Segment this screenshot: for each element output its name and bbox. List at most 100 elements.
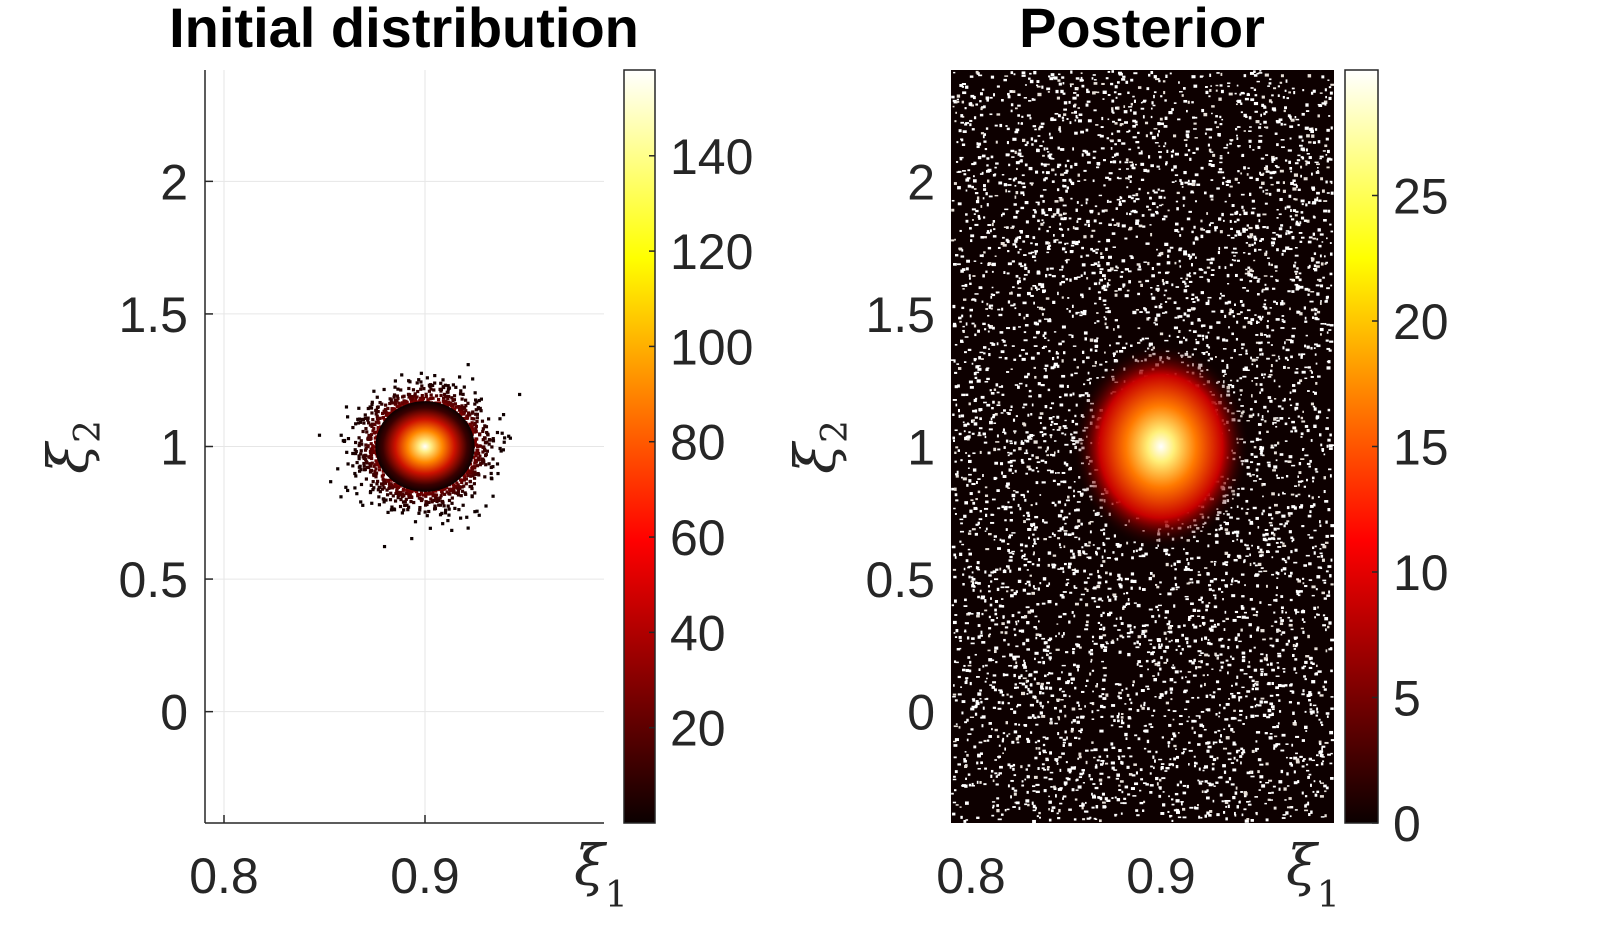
scatter-point xyxy=(1048,273,1052,276)
scatter-point xyxy=(383,408,387,412)
scatter-point xyxy=(386,414,390,418)
scatter-point xyxy=(464,477,468,481)
scatter-point xyxy=(1017,579,1022,584)
scatter-point xyxy=(1008,664,1013,667)
scatter-point xyxy=(343,438,347,443)
scatter-point xyxy=(1293,561,1298,564)
scatter-point xyxy=(1035,456,1039,460)
scatter-point xyxy=(1007,643,1010,646)
scatter-point xyxy=(994,412,998,416)
scatter-point xyxy=(1041,208,1045,212)
scatter-point xyxy=(476,471,480,476)
scatter-point xyxy=(1246,466,1250,469)
scatter-point xyxy=(1207,296,1212,299)
scatter-point xyxy=(420,384,424,388)
scatter-point xyxy=(450,396,454,400)
scatter-point xyxy=(468,470,472,474)
scatter-point xyxy=(329,480,333,484)
scatter-point xyxy=(1208,163,1212,166)
scatter-point xyxy=(364,477,368,481)
scatter-point xyxy=(477,457,481,462)
scatter-point xyxy=(1209,694,1212,696)
scatter-point xyxy=(374,420,378,424)
scatter-point xyxy=(1021,71,1026,75)
scatter-point xyxy=(443,383,447,387)
scatter-point xyxy=(423,510,427,514)
scatter-point xyxy=(1283,109,1286,113)
scatter-point xyxy=(1034,286,1038,290)
scatter-point xyxy=(423,490,428,495)
scatter-point xyxy=(381,415,386,420)
scatter-point xyxy=(1113,624,1117,627)
scatter-point xyxy=(1038,319,1042,323)
scatter-point xyxy=(1188,581,1192,584)
scatter-point xyxy=(399,388,403,392)
scatter-point xyxy=(353,451,358,456)
scatter-point xyxy=(1245,695,1248,698)
scatter-point xyxy=(354,440,358,445)
scatter-point xyxy=(498,446,502,451)
scatter-point xyxy=(369,442,373,446)
scatter-point xyxy=(1056,188,1060,192)
scatter-point xyxy=(1278,699,1281,702)
scatter-point xyxy=(446,518,450,523)
scatter-point xyxy=(451,399,455,403)
scatter-point xyxy=(491,494,495,498)
scatter-point xyxy=(485,449,489,453)
scatter-point xyxy=(998,181,1003,185)
scatter-point xyxy=(405,503,409,507)
scatter-point xyxy=(427,500,431,505)
scatter-point xyxy=(447,386,452,390)
scatter-point xyxy=(490,445,494,449)
scatter-point xyxy=(1152,709,1156,712)
scatter-point xyxy=(988,590,991,593)
scatter-point xyxy=(451,403,455,407)
scatter-point xyxy=(439,389,443,393)
scatter-point xyxy=(1276,628,1280,632)
scatter-point xyxy=(456,488,461,492)
scatter-point xyxy=(378,485,382,490)
scatter-point xyxy=(460,404,464,408)
scatter-point xyxy=(500,431,504,435)
scatter-point xyxy=(441,385,445,389)
scatter-point xyxy=(444,508,448,512)
scatter-point xyxy=(374,459,378,463)
scatter-point xyxy=(1118,726,1123,728)
scatter-point xyxy=(384,498,388,502)
scatter-point xyxy=(393,385,397,389)
scatter-point xyxy=(429,492,433,496)
scatter-point xyxy=(474,453,478,457)
scatter-point xyxy=(1245,715,1248,720)
scatter-point xyxy=(1006,327,1011,330)
scatter-point xyxy=(1205,128,1210,131)
scatter-point xyxy=(1222,620,1226,623)
scatter-point xyxy=(375,482,379,486)
scatter-point xyxy=(993,422,997,424)
scatter-point xyxy=(1282,181,1285,185)
scatter-point xyxy=(1100,613,1103,618)
scatter-point xyxy=(446,397,450,401)
scatter-point xyxy=(1155,750,1158,754)
scatter-point xyxy=(1085,624,1089,627)
scatter-point xyxy=(462,478,467,482)
scatter-point xyxy=(464,482,468,486)
scatter-point xyxy=(1253,88,1257,91)
scatter-point xyxy=(366,406,370,411)
scatter-point xyxy=(474,472,478,476)
scatter-point xyxy=(1013,592,1017,596)
scatter-point xyxy=(359,500,363,504)
scatter-point xyxy=(1248,519,1251,522)
scatter-point xyxy=(361,417,366,422)
scatter-point xyxy=(362,421,366,425)
scatter-point xyxy=(440,499,445,504)
scatter-point xyxy=(1255,359,1258,361)
scatter-point xyxy=(1102,159,1106,162)
scatter-point xyxy=(383,481,387,485)
scatter-point xyxy=(447,513,451,517)
scatter-point xyxy=(376,488,380,492)
scatter-point xyxy=(400,373,404,377)
scatter-point xyxy=(473,391,477,395)
scatter-point xyxy=(1249,474,1252,478)
scatter-point xyxy=(380,402,384,406)
scatter-point xyxy=(450,501,454,505)
